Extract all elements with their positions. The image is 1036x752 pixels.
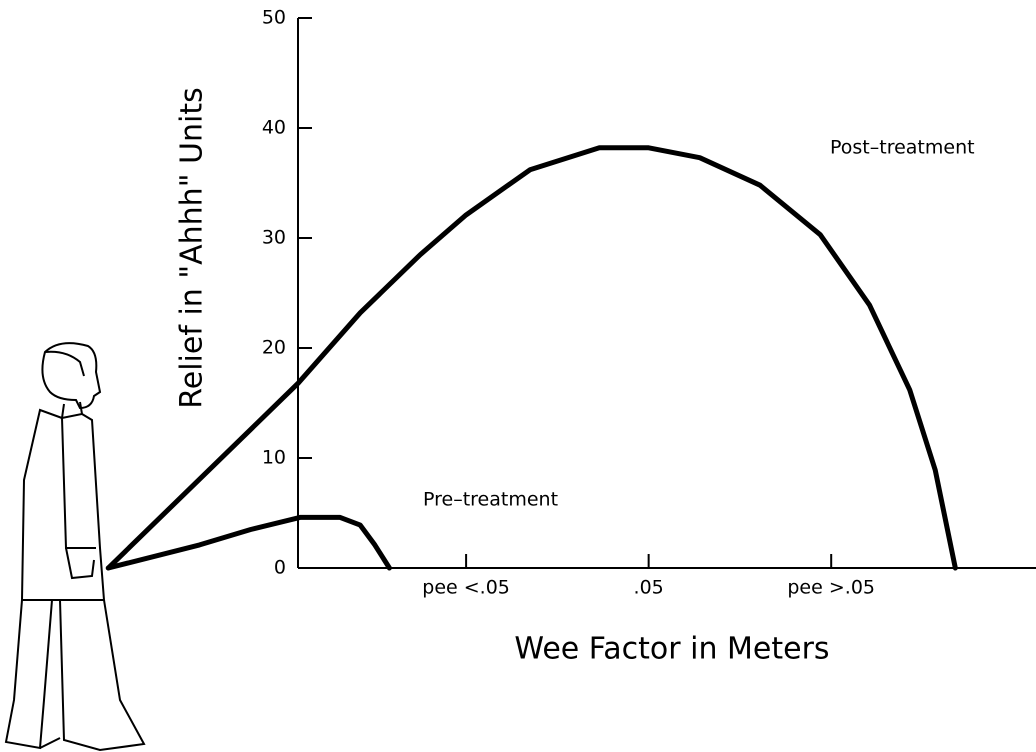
series-label: Pre–treatment (423, 489, 558, 511)
man-figure (4, 342, 146, 752)
y-tick-label: 40 (262, 117, 286, 139)
y-tick-label: 30 (262, 227, 286, 249)
y-axis-title: Relief in "Ahhh" Units (175, 87, 210, 408)
y-tick-label: 0 (274, 557, 286, 579)
x-axis-title: Wee Factor in Meters (514, 632, 829, 667)
data-line (105, 145, 958, 571)
data-line (105, 514, 392, 571)
x-tick-label: .05 (634, 577, 664, 599)
x-tick-label: pee <.05 (422, 577, 510, 599)
x-tick-label: pee >.05 (787, 577, 875, 599)
y-tick-label: 20 (262, 337, 286, 359)
y-tick-label: 50 (262, 7, 286, 29)
y-tick-label: 10 (262, 447, 286, 469)
series-label: Post–treatment (830, 137, 975, 159)
